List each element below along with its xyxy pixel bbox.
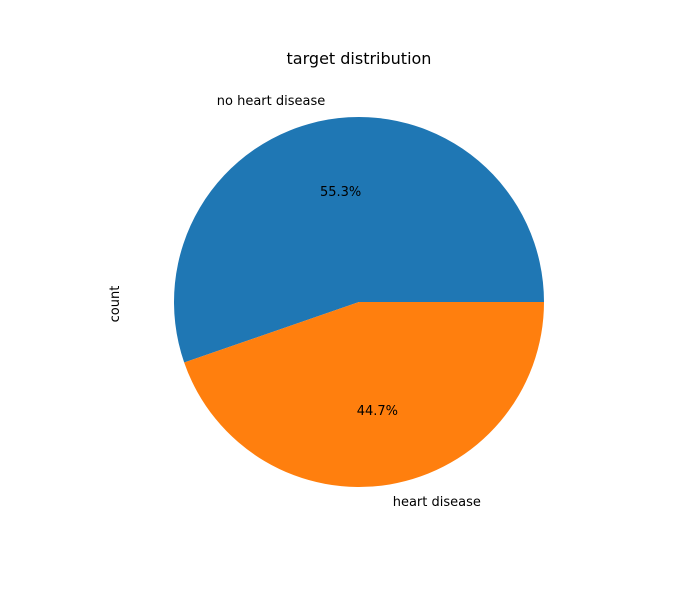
pie-slice-heart-disease [184, 302, 544, 487]
slice-label: heart disease [393, 495, 481, 510]
chart-title: target distribution [287, 49, 432, 68]
y-axis-label: count [108, 286, 123, 323]
slice-label: no heart disease [217, 94, 325, 109]
pie-slice-no-heart-disease [174, 117, 545, 363]
slice-percent-label: 55.3% [320, 185, 361, 200]
pie-slices [174, 117, 545, 487]
slice-percent-label: 44.7% [357, 404, 398, 419]
pie-labels: no heart disease 55.3% heart disease 44.7% [217, 94, 481, 510]
